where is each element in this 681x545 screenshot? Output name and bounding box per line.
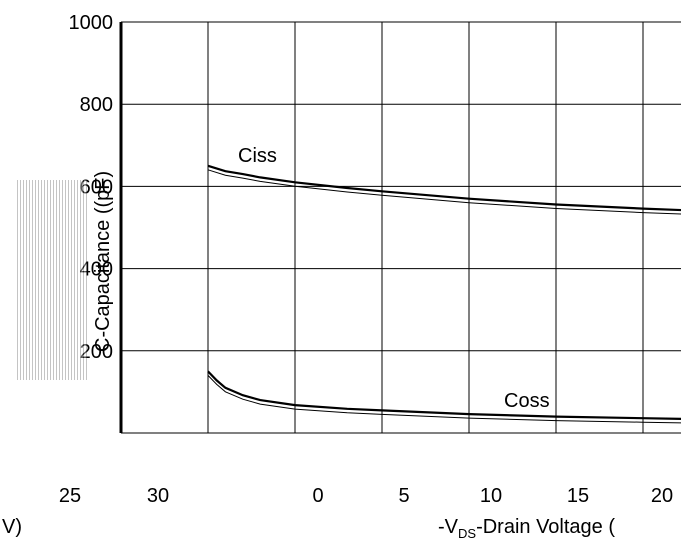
series-line-ciss: [207, 164, 681, 212]
grid: [119, 21, 681, 434]
series-line-ciss-edge: [207, 169, 681, 215]
series-label-coss: Coss: [504, 390, 550, 412]
series-line-coss-edge: [207, 375, 681, 424]
x-tick-label: 25: [59, 485, 81, 507]
y-axis-ticks: 1000 800 600 400 200: [69, 12, 114, 363]
x-tick-label: 10: [480, 485, 502, 507]
x-axis-title-fragment: V): [2, 516, 22, 538]
y-axis-title: C-Capacitance ((pF): [92, 170, 114, 352]
y-tick-label: 400: [80, 259, 113, 281]
x-tick-label: 15: [567, 485, 589, 507]
series-lines: [207, 164, 681, 424]
x-axis-title: -VDS-Drain Voltage (: [438, 516, 616, 541]
scan-noise: [17, 180, 87, 380]
series-label-ciss: Ciss: [238, 145, 277, 167]
x-tick-label: 5: [398, 485, 409, 507]
y-tick-label: 800: [80, 94, 113, 116]
x-axis-ticks: 0 5 10 15 20 25 30: [59, 485, 673, 507]
y-tick-label: 1000: [69, 12, 114, 34]
x-tick-label: 30: [147, 485, 169, 507]
y-tick-label: 200: [80, 341, 113, 363]
y-tick-label: 600: [80, 176, 113, 198]
x-tick-label: 20: [651, 485, 673, 507]
series-line-coss: [207, 370, 681, 420]
x-tick-label: 0: [312, 485, 323, 507]
